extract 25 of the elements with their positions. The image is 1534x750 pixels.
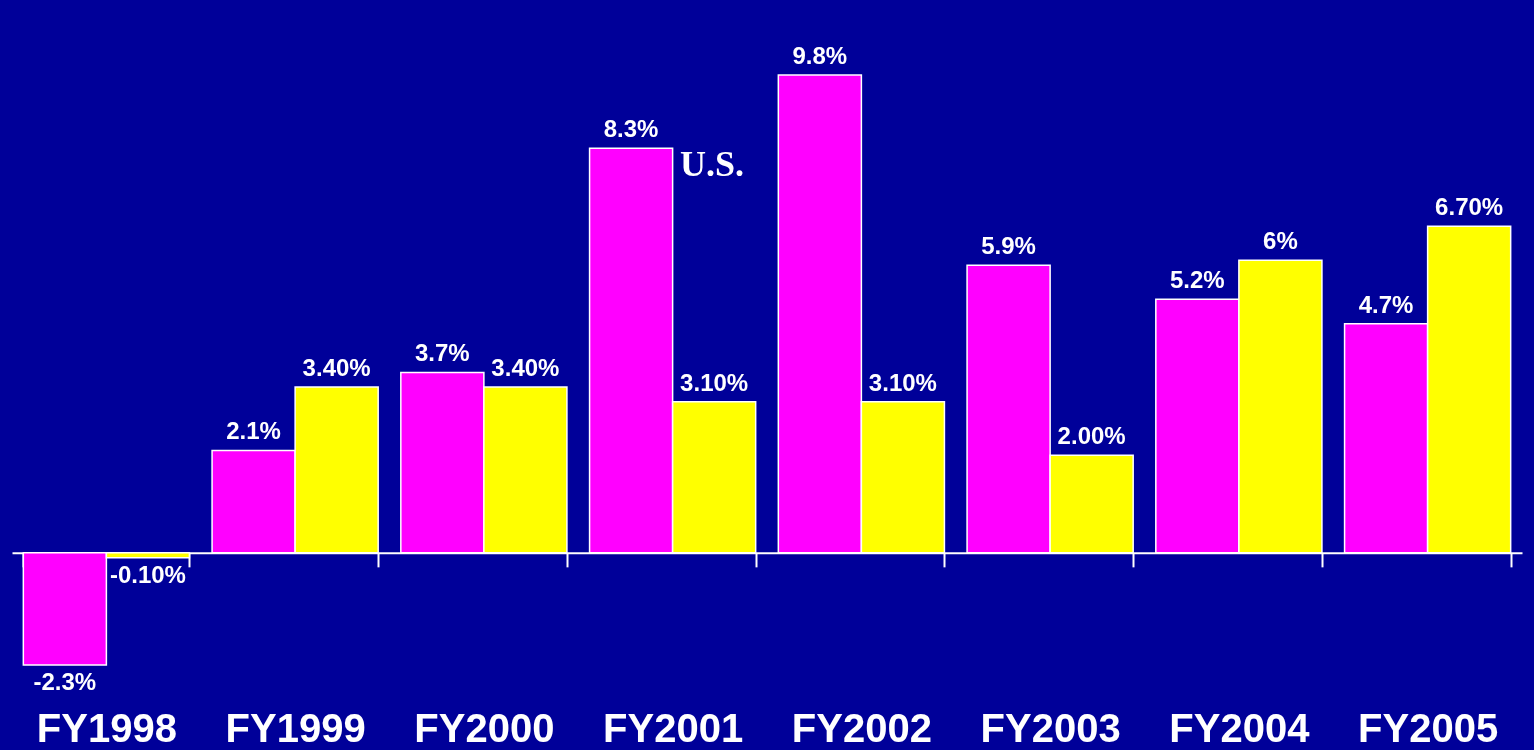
data-label: -0.10% xyxy=(109,560,186,588)
x-tick-label: FY2002 xyxy=(791,706,932,750)
data-label: 3.10% xyxy=(680,368,749,396)
data-label: 3.40% xyxy=(491,354,560,382)
x-tick-label: FY2005 xyxy=(1358,706,1499,750)
x-tick-label: FY2003 xyxy=(980,706,1121,750)
data-label: 6.70% xyxy=(1435,193,1504,221)
x-tick-label: FY2004 xyxy=(1169,706,1311,750)
data-label: 6% xyxy=(1263,227,1298,255)
data-label: 9.8% xyxy=(792,42,848,69)
data-label: 5.2% xyxy=(1170,266,1225,294)
data-label: 3.10% xyxy=(868,368,937,396)
data-label: 3.7% xyxy=(415,339,470,367)
x-tick-label: FY1999 xyxy=(225,706,366,750)
x-tick-label: FY2001 xyxy=(603,706,744,750)
data-label: 4.7% xyxy=(1358,290,1414,318)
data-label: 2.00% xyxy=(1057,422,1126,450)
annotation: U.S. xyxy=(679,144,745,184)
data-label: -2.3% xyxy=(33,668,97,695)
data-label: 8.3% xyxy=(603,115,659,143)
data-label: 3.40% xyxy=(302,354,371,382)
data-label: 2.1% xyxy=(226,417,281,445)
x-tick-label: FY1998 xyxy=(36,706,177,750)
x-tick-label: FY2000 xyxy=(414,706,555,750)
data-label: 5.9% xyxy=(981,232,1036,260)
